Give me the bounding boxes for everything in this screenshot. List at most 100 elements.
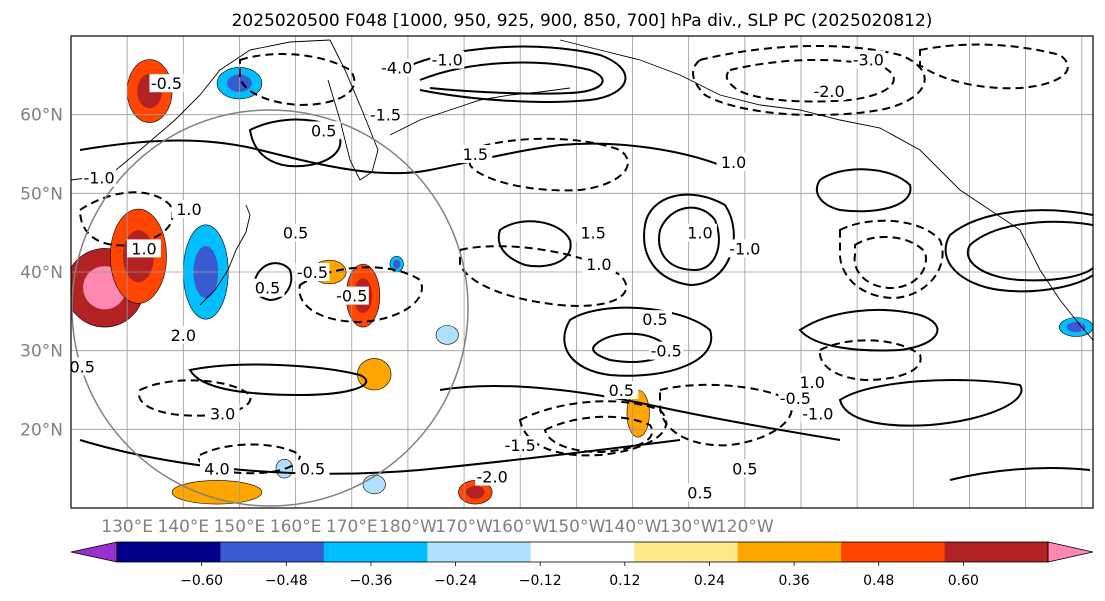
contour-label: 0.5 <box>642 310 667 329</box>
contour-label: 0.5 <box>70 357 95 376</box>
slp-contours-negative <box>78 43 1069 475</box>
contour-label: 1.0 <box>800 373 825 392</box>
shaded-region-core <box>466 485 485 499</box>
colorbar-segment <box>530 542 635 562</box>
contour-solid <box>419 61 604 95</box>
colorbar-segment <box>841 542 946 562</box>
lon-tick-label: 140°E <box>157 517 209 537</box>
contour-solid <box>439 384 841 441</box>
contour-dashed <box>298 266 423 324</box>
contour-label: 1.0 <box>176 200 201 219</box>
contour-solid <box>79 139 721 175</box>
contour-label: 0.5 <box>609 381 634 400</box>
contour-solid <box>79 439 681 475</box>
colorbar-segment <box>323 542 428 562</box>
coastline-asia <box>71 39 331 181</box>
lon-tick-label: 130°E <box>101 517 153 537</box>
contour-label-bg <box>716 152 751 171</box>
contour-label: 0.5 <box>311 121 336 140</box>
lon-tick-labels: 130°E 140°E 150°E 160°E 170°E 180°W170°W160°W… <box>101 517 774 537</box>
colorbar-tick-label: −0.24 <box>434 573 477 589</box>
contour-solid <box>838 379 1023 427</box>
contour-dashed <box>543 415 654 454</box>
colorbar-tick-label: 0.24 <box>694 573 725 589</box>
contour-label: -1.5 <box>505 436 536 455</box>
contour-solid <box>399 45 627 103</box>
contour-label-bg <box>649 341 684 360</box>
contour-label-bg <box>682 483 717 502</box>
lat-lon-grid <box>71 36 1093 508</box>
colorbar-tick-label: −0.48 <box>265 573 308 589</box>
colorbar-extend-high <box>1047 541 1094 563</box>
colorbar-tick-label: −0.60 <box>180 573 223 589</box>
contour-label: 0.5 <box>300 460 325 479</box>
contour-solid <box>658 206 720 272</box>
contour-solid <box>497 220 572 268</box>
colorbar-segment <box>944 542 1049 562</box>
contour-label-bg <box>795 373 830 392</box>
contour-label: 1.0 <box>687 224 712 243</box>
shaded-region-core <box>392 259 401 269</box>
contour-label-bg <box>581 255 616 274</box>
contour-label: -1.0 <box>729 239 760 258</box>
contour-solid <box>188 363 368 397</box>
contour-label: -1.0 <box>432 51 463 70</box>
contour-solid <box>944 209 1093 293</box>
colorbar-segment <box>117 542 221 562</box>
chart-title: 2025020500 F048 [1000, 950, 925, 900, 85… <box>232 11 933 31</box>
contour-label: -2.0 <box>477 468 508 487</box>
colorbar-segment <box>737 542 842 562</box>
contour-dashed <box>818 339 922 382</box>
contour-label: 1.5 <box>581 224 606 243</box>
contour-dashed <box>692 44 926 116</box>
contour-label-bg <box>205 404 240 423</box>
contour-label: 4.0 <box>204 460 229 479</box>
lon-tick-label: 160°E <box>270 517 322 537</box>
contour-label-bg <box>812 82 847 101</box>
contour-label: 0.5 <box>283 224 308 243</box>
contour-label: -0.5 <box>297 263 328 282</box>
colorbar-frame <box>116 541 1049 563</box>
lat-tick-label: 20°N <box>20 420 63 440</box>
colorbar-tick-label: 0.12 <box>609 573 640 589</box>
contour-label-bg <box>475 467 510 486</box>
contour-label: -0.5 <box>651 342 682 361</box>
contour-label-bg <box>727 239 762 258</box>
lon-tick-label: 180°W <box>379 517 437 537</box>
lon-tick-label: 140°W <box>604 517 662 537</box>
contour-label-bg <box>295 459 330 478</box>
contour-label: -4.0 <box>381 58 412 77</box>
reference-circle <box>71 109 469 507</box>
contour-dashed <box>725 58 895 103</box>
contour-label-bg <box>295 263 330 281</box>
contour-solid <box>815 168 912 213</box>
contour-dashed <box>518 400 668 457</box>
contour-label-bg <box>127 239 161 258</box>
slp-contours <box>79 45 1093 481</box>
contour-label-bg <box>851 50 886 69</box>
colorbar-tick-label: 0.60 <box>948 573 979 589</box>
contour-solid <box>248 118 342 168</box>
contour-solid <box>949 467 1091 481</box>
colorbar-tick-label: 0.36 <box>779 573 810 589</box>
colorbar-extend-low <box>70 541 118 563</box>
contour-label-bg <box>82 168 117 187</box>
contour-label-bg <box>306 121 341 140</box>
colorbar-tick-label: 0.48 <box>863 573 894 589</box>
contour-dashed <box>469 137 629 192</box>
contour-label-bg <box>171 200 206 219</box>
contour-label: -1.5 <box>370 106 401 125</box>
contour-label-bg <box>458 145 493 163</box>
contour-label: 1.0 <box>586 255 611 274</box>
lat-tick-label: 40°N <box>20 263 63 283</box>
contour-dashed <box>853 235 927 290</box>
contour-label-bg <box>166 325 201 344</box>
lon-tick-label: 170°E <box>326 517 378 537</box>
colorbar-segment <box>220 542 325 562</box>
contour-label-bg <box>71 357 100 376</box>
colorbar-tick-labels: −0.60 −0.48 −0.36 −0.24 −0.12 0.12 0.24 0.36 0.4… <box>180 562 979 589</box>
contour-dashed <box>459 245 628 307</box>
colorbar <box>70 541 1094 563</box>
contour-label: -1.0 <box>83 169 114 188</box>
shaded-region-core <box>1066 321 1086 333</box>
